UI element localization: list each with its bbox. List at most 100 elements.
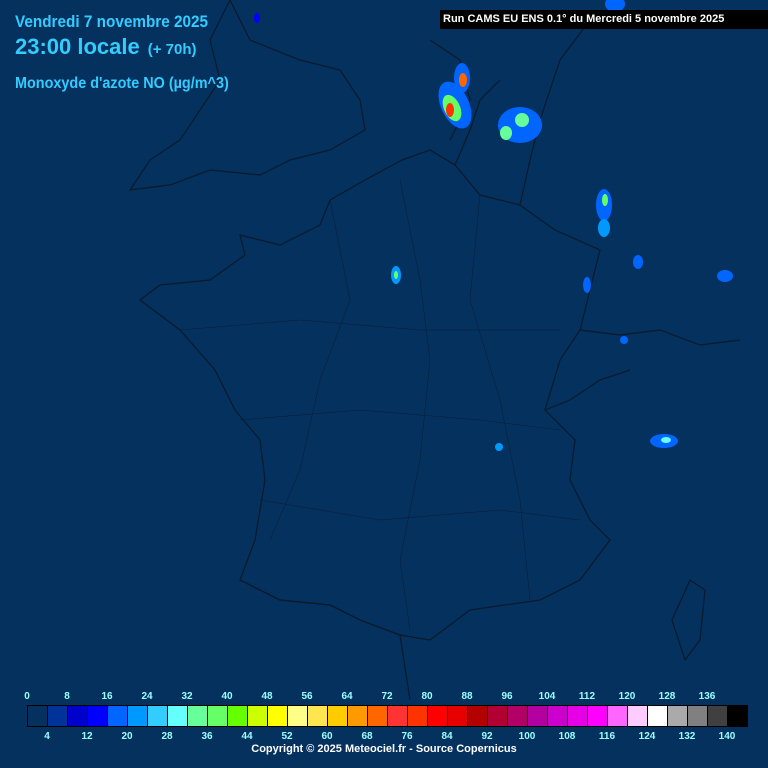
- country-borders: [128, 0, 741, 701]
- legend-label: 24: [141, 691, 153, 702]
- legend-swatch: [388, 706, 408, 726]
- legend-swatch: [688, 706, 708, 726]
- france-outline: [139, 149, 611, 641]
- color-legend: [27, 705, 748, 727]
- spain-border: [239, 579, 411, 701]
- legend-label: 96: [501, 691, 513, 702]
- legend-label: 140: [718, 731, 736, 742]
- plume: [515, 113, 529, 127]
- legend-swatch: [168, 706, 188, 726]
- legend-label: 20: [121, 731, 133, 742]
- legend-swatch: [208, 706, 228, 726]
- legend-label: 32: [181, 691, 193, 702]
- uk-coast: [128, 0, 366, 191]
- legend-label: 68: [361, 731, 373, 742]
- legend-label: 0: [24, 691, 30, 702]
- plume: [459, 73, 467, 87]
- legend-swatch: [528, 706, 548, 726]
- forecast-time: 23:00 locale (+ 70h): [15, 34, 197, 60]
- legend-label: 4: [44, 731, 50, 742]
- legend-swatch: [88, 706, 108, 726]
- plume: [717, 270, 733, 282]
- legend-label: 12: [81, 731, 93, 742]
- legend-swatch: [248, 706, 268, 726]
- legend-swatch: [68, 706, 88, 726]
- legend-swatch: [728, 706, 747, 726]
- forecast-time-label: 23:00 locale: [15, 34, 140, 59]
- legend-label: 132: [678, 731, 696, 742]
- legend-swatch: [548, 706, 568, 726]
- legend-swatch: [408, 706, 428, 726]
- legend-swatch: [368, 706, 388, 726]
- plume: [620, 336, 628, 344]
- legend-label: 52: [281, 731, 293, 742]
- no-concentration-plumes: [254, 0, 733, 451]
- legend-swatch: [708, 706, 728, 726]
- legend-swatch: [428, 706, 448, 726]
- plume: [446, 103, 454, 117]
- parameter-title: Monoxyde d'azote NO (µg/m^3): [15, 75, 229, 92]
- legend-swatch: [268, 706, 288, 726]
- legend-label: 8: [64, 691, 70, 702]
- plume: [495, 443, 503, 451]
- corsica: [671, 579, 706, 662]
- legend-swatch: [648, 706, 668, 726]
- legend-label: 100: [518, 731, 536, 742]
- legend-label: 72: [381, 691, 393, 702]
- legend-label: 64: [341, 691, 353, 702]
- legend-swatch: [608, 706, 628, 726]
- legend-swatch: [288, 706, 308, 726]
- legend-label: 120: [618, 691, 636, 702]
- legend-label: 76: [401, 731, 413, 742]
- legend-label: 88: [461, 691, 473, 702]
- legend-swatch: [48, 706, 68, 726]
- region-borders: [179, 179, 581, 631]
- plume: [661, 437, 671, 443]
- legend-label: 44: [241, 731, 253, 742]
- legend-swatch: [348, 706, 368, 726]
- switzerland-italy-border: [544, 329, 741, 411]
- legend-swatch: [628, 706, 648, 726]
- legend-label: 112: [578, 691, 596, 702]
- legend-label: 16: [101, 691, 113, 702]
- lead-time: (+ 70h): [147, 41, 197, 58]
- copyright: Copyright © 2025 Meteociel.fr - Source C…: [251, 743, 517, 755]
- legend-swatch: [568, 706, 588, 726]
- legend-label: 136: [698, 691, 716, 702]
- legend-swatch: [308, 706, 328, 726]
- legend-swatch: [108, 706, 128, 726]
- legend-label: 36: [201, 731, 213, 742]
- legend-swatch: [188, 706, 208, 726]
- legend-label: 56: [301, 691, 313, 702]
- legend-label: 84: [441, 731, 453, 742]
- legend-label: 116: [598, 731, 616, 742]
- legend-swatch: [508, 706, 528, 726]
- legend-label: 28: [161, 731, 173, 742]
- legend-label: 108: [558, 731, 576, 742]
- legend-swatch: [448, 706, 468, 726]
- legend-label: 80: [421, 691, 433, 702]
- plume: [394, 271, 398, 279]
- legend-swatch: [488, 706, 508, 726]
- plume: [602, 194, 608, 206]
- legend-swatch: [148, 706, 168, 726]
- legend-label: 92: [481, 731, 493, 742]
- plume: [500, 126, 512, 140]
- plume: [633, 255, 643, 269]
- legend-swatch: [668, 706, 688, 726]
- legend-label: 104: [538, 691, 556, 702]
- legend-swatch: [468, 706, 488, 726]
- legend-label: 60: [321, 731, 333, 742]
- legend-swatch: [28, 706, 48, 726]
- legend-label: 48: [261, 691, 273, 702]
- run-info: Run CAMS EU ENS 0.1° du Mercredi 5 novem…: [440, 10, 768, 29]
- legend-swatch: [128, 706, 148, 726]
- legend-swatch: [588, 706, 608, 726]
- forecast-date: Vendredi 7 novembre 2025: [15, 12, 209, 31]
- legend-label: 128: [658, 691, 676, 702]
- legend-label: 40: [221, 691, 233, 702]
- legend-swatch: [328, 706, 348, 726]
- plume: [583, 277, 591, 293]
- legend-swatch: [228, 706, 248, 726]
